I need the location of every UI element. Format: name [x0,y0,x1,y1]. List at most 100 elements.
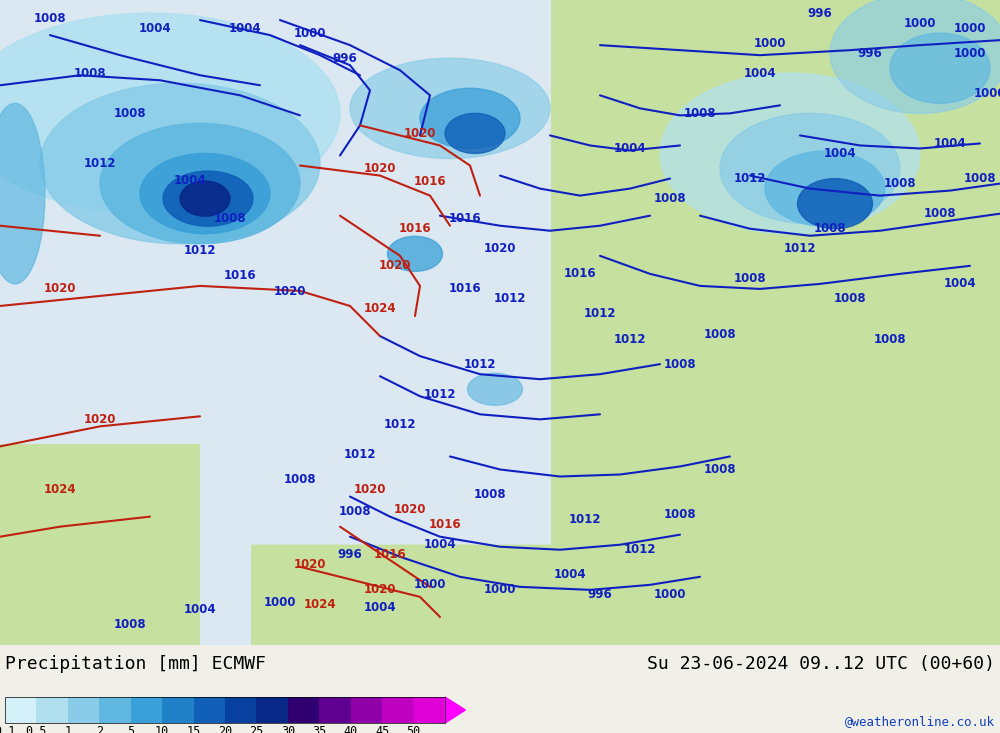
Text: 996: 996 [333,52,357,65]
Text: 1008: 1008 [284,473,316,486]
Text: 1020: 1020 [484,243,516,255]
Text: 1008: 1008 [704,328,736,341]
Text: 1012: 1012 [424,388,456,401]
Text: 1016: 1016 [414,175,446,188]
Text: 1020: 1020 [84,413,116,426]
Bar [131,697,162,723]
Text: 1012: 1012 [734,172,766,185]
Text: 1000: 1000 [484,583,516,597]
Ellipse shape [350,58,550,158]
Ellipse shape [420,88,520,149]
Text: 1008: 1008 [964,172,996,185]
Text: 1012: 1012 [784,243,816,255]
Text: 1000: 1000 [954,47,986,59]
Bar [256,697,288,723]
Text: 1016: 1016 [399,222,431,235]
Bar [414,697,445,723]
Ellipse shape [765,151,885,226]
Text: 996: 996 [338,548,362,561]
Text: @weatheronline.co.uk: @weatheronline.co.uk [845,715,995,728]
Ellipse shape [163,171,253,226]
Text: 1008: 1008 [874,333,906,345]
Text: 1008: 1008 [74,67,106,80]
Text: 1008: 1008 [114,619,146,631]
Text: 1020: 1020 [379,259,411,273]
Text: 1024: 1024 [364,303,396,315]
Text: 1012: 1012 [184,244,216,257]
Text: 1000: 1000 [954,21,986,34]
Text: 1020: 1020 [404,127,436,140]
Text: 1024: 1024 [44,483,76,496]
Text: Precipitation [mm] ECMWF: Precipitation [mm] ECMWF [5,655,266,673]
Text: 1008: 1008 [924,207,956,220]
Text: 1020: 1020 [44,282,76,295]
Text: 15: 15 [186,725,201,733]
Text: 1000: 1000 [754,37,786,50]
Text: 1024: 1024 [304,598,336,611]
Text: 1020: 1020 [364,583,396,597]
Ellipse shape [890,33,990,103]
Text: 1020: 1020 [394,503,426,516]
Text: 1008: 1008 [684,107,716,120]
Text: 1000: 1000 [264,597,296,609]
Text: 1000: 1000 [904,17,936,29]
Text: 1008: 1008 [114,107,146,120]
Text: 1012: 1012 [344,448,376,461]
Text: 1000: 1000 [974,86,1000,100]
Text: 1020: 1020 [364,162,396,175]
Text: 2: 2 [96,725,103,733]
Text: 25: 25 [249,725,264,733]
Text: 1008: 1008 [664,508,696,521]
Text: 1012: 1012 [464,358,496,371]
Bar [319,697,351,723]
Text: Su 23-06-2024 09..12 UTC (00+60): Su 23-06-2024 09..12 UTC (00+60) [647,655,995,673]
Text: 1000: 1000 [654,589,686,601]
Text: 1008: 1008 [654,192,686,205]
Text: 1004: 1004 [139,21,171,34]
Polygon shape [445,697,465,723]
Ellipse shape [140,153,270,234]
Text: 1000: 1000 [414,578,446,592]
Text: 1016: 1016 [374,548,406,561]
Text: 1008: 1008 [734,273,766,285]
Text: 40: 40 [344,725,358,733]
Text: 1004: 1004 [229,21,261,34]
Ellipse shape [830,0,1000,114]
Text: 30: 30 [281,725,295,733]
Text: 1008: 1008 [704,463,736,476]
Text: 1004: 1004 [184,603,216,616]
Ellipse shape [40,84,320,244]
Ellipse shape [0,13,340,214]
Text: 1008: 1008 [34,12,66,25]
Text: 1004: 1004 [174,174,206,187]
Text: 1012: 1012 [84,157,116,170]
Bar [288,697,319,723]
Bar [225,697,256,723]
Text: 1012: 1012 [624,543,656,556]
Text: 1016: 1016 [564,268,596,280]
Ellipse shape [445,114,505,153]
Ellipse shape [660,73,920,234]
Text: 1008: 1008 [339,505,371,518]
Text: 1020: 1020 [294,559,326,571]
Text: 45: 45 [375,725,389,733]
Text: 0.1: 0.1 [0,725,16,733]
Bar [351,697,382,723]
Text: 50: 50 [406,725,421,733]
Ellipse shape [0,103,45,284]
Text: 0.5: 0.5 [26,725,47,733]
Text: 1008: 1008 [474,488,506,501]
Text: 1004: 1004 [614,142,646,155]
Ellipse shape [388,236,442,271]
Bar [68,697,99,723]
Text: 35: 35 [312,725,326,733]
Text: 996: 996 [588,589,612,601]
Text: 1004: 1004 [744,67,776,80]
Text: 1004: 1004 [934,137,966,150]
Bar [382,697,414,723]
Ellipse shape [180,181,230,216]
Ellipse shape [798,179,872,229]
Text: 1016: 1016 [449,212,481,225]
Text: 1016: 1016 [449,282,481,295]
Bar [99,697,131,723]
